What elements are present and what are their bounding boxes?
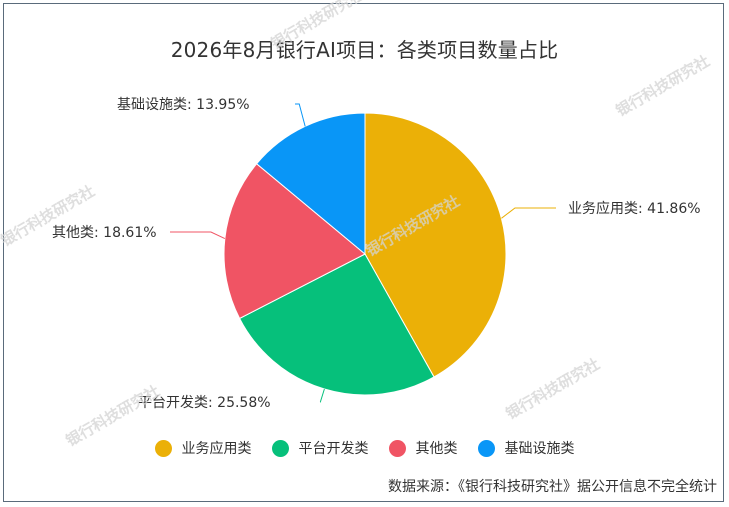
- pie-slice[interactable]: [255, 112, 366, 256]
- legend-label: 业务应用类: [181, 441, 252, 457]
- legend-marker: [477, 439, 495, 457]
- legend-label: 其他类: [415, 441, 458, 457]
- legend-label: 基础设施类: [504, 441, 575, 457]
- pie-slice[interactable]: [238, 253, 435, 396]
- legend-item-platform[interactable]: 平台开发类: [271, 438, 369, 458]
- legend-marker: [271, 439, 289, 457]
- chart-title: 2026年8月银行AI项目：各类项目数量占比: [170, 38, 559, 62]
- slice-data-label: 业务应用类: 41.86%: [568, 200, 701, 217]
- legend-item-business[interactable]: 业务应用类: [154, 438, 252, 458]
- legend-item-infrastructure[interactable]: 基础设施类: [477, 438, 575, 458]
- legend-label: 平台开发类: [298, 441, 369, 457]
- chart-frame: [3, 3, 724, 502]
- leader-line: [319, 388, 325, 403]
- data-source-note: 数据来源：《银行科技研究社》据公开信息不完全统计: [388, 479, 717, 495]
- slice-data-label: 其他类: 18.61%: [52, 225, 157, 241]
- leader-line: [295, 103, 306, 127]
- legend: 业务应用类 平台开发类 其他类 基础设施类: [0, 438, 729, 458]
- pie-slice[interactable]: [223, 163, 366, 320]
- leader-line: [501, 207, 556, 219]
- slice-data-label: 平台开发类: 25.58%: [138, 395, 271, 411]
- legend-marker: [388, 439, 406, 457]
- leader-line: [170, 231, 226, 240]
- legend-item-other[interactable]: 其他类: [388, 438, 458, 458]
- legend-marker: [154, 439, 172, 457]
- slice-data-label: 基础设施类: 13.95%: [117, 96, 250, 113]
